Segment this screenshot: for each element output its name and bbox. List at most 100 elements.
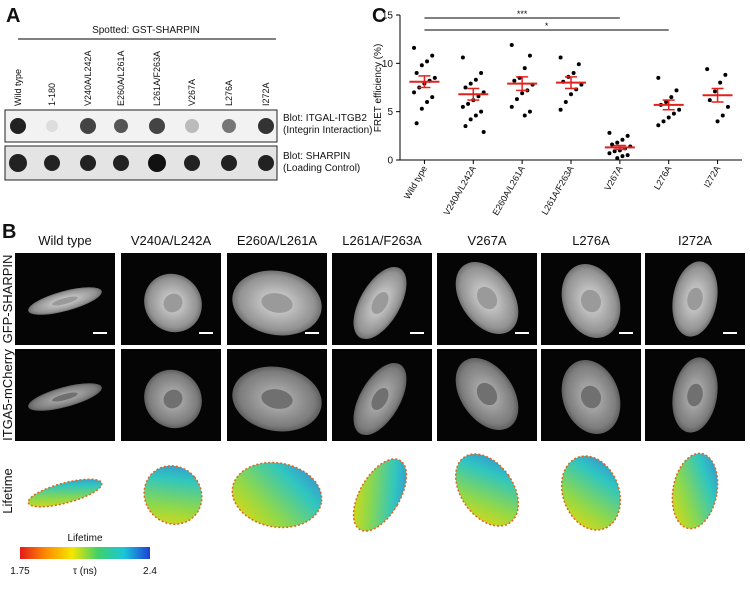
data-point [481, 129, 486, 134]
micrograph [560, 455, 622, 531]
y-tick-label: 15 [382, 11, 394, 22]
data-point [569, 92, 573, 97]
data-point [656, 123, 661, 128]
data-point [563, 100, 568, 104]
nucleus [476, 382, 498, 406]
micrograph [332, 349, 432, 441]
micrograph [121, 253, 221, 345]
data-point [414, 121, 419, 126]
data-point [419, 63, 424, 68]
row-label: Lifetime [0, 468, 15, 514]
colorbar-max: 2.4 [143, 566, 157, 577]
data-point [707, 98, 712, 103]
row-label: ITGA5-mCherry [0, 349, 15, 441]
column-header: L276A [572, 233, 610, 248]
data-point [625, 133, 630, 138]
micrograph [645, 253, 745, 345]
nucleus [371, 388, 389, 410]
y-tick-label: 5 [387, 107, 393, 118]
data-point [509, 104, 514, 109]
lifetime-cell [671, 452, 719, 530]
dot [80, 155, 96, 171]
micrograph [121, 349, 221, 441]
data-point [715, 119, 720, 124]
data-point [558, 107, 563, 112]
lifetime-cell [352, 458, 408, 532]
x-tick-label: I272A [702, 164, 722, 189]
blot-strip [4, 109, 278, 143]
data-point [615, 156, 620, 161]
data-point [520, 91, 525, 96]
lifetime-cell [143, 465, 203, 525]
nucleus [163, 293, 183, 313]
nucleus [371, 292, 389, 314]
data-point [514, 97, 519, 102]
y-tick-label: 10 [382, 59, 394, 70]
lifetime-cell [231, 461, 323, 529]
dot [258, 155, 274, 171]
data-point [705, 67, 710, 72]
blot-label: Blot: ITGAL-ITGB2 [283, 113, 367, 124]
x-tick-label: E260A/L261A [490, 164, 526, 217]
data-point [656, 75, 661, 80]
data-point [430, 53, 435, 58]
dot [114, 119, 128, 133]
x-tick-label: L276A [652, 164, 674, 192]
lane-label: 1-180 [47, 83, 57, 106]
micrograph [645, 349, 745, 441]
spotted-label: Spotted: GST-SHARPIN [92, 25, 200, 36]
data-point [712, 89, 717, 94]
lane-label: V267A [187, 79, 197, 106]
column-header: Wild type [38, 233, 91, 248]
data-point [576, 62, 581, 67]
dot [80, 118, 96, 134]
data-point [522, 113, 527, 118]
micrograph [15, 349, 115, 441]
lane-label: E260A/L261A [116, 50, 126, 106]
dot [149, 118, 165, 134]
data-point [430, 95, 435, 100]
row-label: GFP-SHARPIN [0, 255, 15, 344]
micrograph [437, 253, 537, 345]
data-point [610, 142, 615, 147]
lane-label: I272A [261, 82, 271, 106]
lifetime-cell [560, 455, 622, 531]
blot-label: (Loading Control) [283, 163, 360, 174]
nucleus [580, 385, 602, 409]
data-point [414, 71, 419, 75]
column-header: I272A [678, 233, 712, 248]
data-point [558, 55, 563, 60]
y-tick-label: 0 [387, 156, 393, 167]
blot-label: (Integrin Interaction) [283, 125, 373, 136]
data-point [463, 85, 468, 90]
dot [258, 118, 274, 134]
data-point [468, 81, 473, 86]
panel-label: B [2, 221, 16, 243]
data-point [425, 59, 430, 64]
data-point [479, 71, 484, 75]
micrograph [332, 253, 432, 345]
lane-label: Wild type [13, 69, 23, 106]
nucleus [52, 296, 78, 306]
data-point [718, 80, 723, 85]
data-point [522, 66, 527, 71]
micrograph [454, 453, 520, 527]
data-point [612, 149, 617, 154]
dot [44, 155, 60, 171]
blot-dots [9, 118, 274, 172]
nucleus [163, 389, 183, 409]
colorbar [20, 547, 150, 559]
micrograph [671, 452, 719, 530]
data-point [527, 53, 532, 58]
significance-label: * [545, 21, 549, 31]
data-point [615, 140, 620, 145]
nucleus [52, 392, 78, 402]
dot [9, 154, 27, 172]
data-point [666, 115, 671, 120]
x-tick-label: V240A/L242A [442, 164, 478, 217]
nucleus [580, 289, 602, 313]
dot [221, 155, 237, 171]
column-header: E260A/L261A [237, 233, 318, 248]
panel-label: C [372, 5, 386, 27]
